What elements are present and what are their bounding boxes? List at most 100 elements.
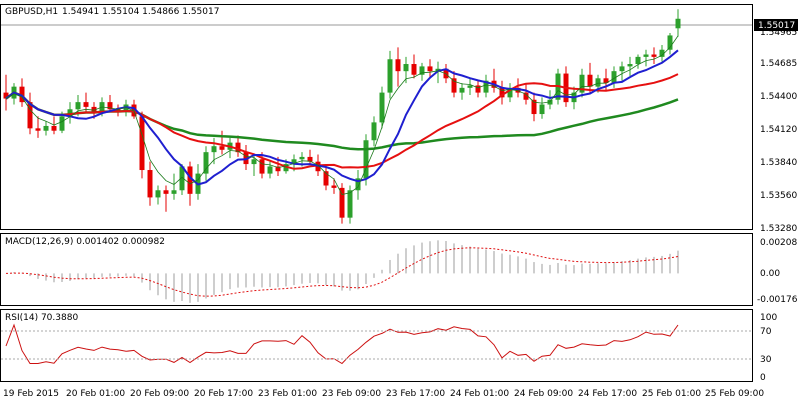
macd-signal-line (5, 247, 679, 297)
candle-body (187, 166, 193, 194)
time-axis-label: 20 Feb 17:00 (194, 389, 253, 399)
time-axis-label: 20 Feb 01:00 (66, 389, 125, 399)
candle-body (459, 87, 465, 93)
price-axis-label: 1.53280 (760, 224, 797, 234)
macd-axis-label: -0.00176 (757, 295, 798, 305)
candle-body (323, 171, 329, 186)
time-axis-label: 24 Feb 01:00 (450, 389, 509, 399)
rsi-panel[interactable] (0, 309, 753, 382)
time-axis-label: 25 Feb 09:00 (705, 389, 764, 399)
price-axis-label: 1.54120 (760, 125, 797, 135)
time-axis-label: 20 Feb 09:00 (130, 389, 189, 399)
macd-axis-label: 0.00208 (760, 238, 797, 248)
rsi-axis-label: 100 (760, 313, 777, 323)
candle-body (251, 159, 257, 165)
candle-body (211, 146, 217, 153)
candle-body (651, 54, 657, 57)
candle-body (179, 166, 185, 191)
candle-body (603, 78, 609, 84)
candle-body (67, 109, 73, 117)
moving-averages-layer (5, 35, 679, 195)
candle-body (355, 178, 361, 191)
candle-body (403, 64, 409, 72)
candle-body (339, 187, 345, 218)
candle-body (531, 99, 537, 115)
candle-body (139, 116, 145, 171)
candle-body (395, 59, 401, 72)
candle-body (643, 54, 649, 57)
candle-body (235, 142, 241, 153)
candle-body (27, 102, 33, 129)
price-axis-label: 1.53840 (760, 158, 797, 168)
rsi-axis-label: 30 (760, 355, 772, 365)
time-axis-label: 23 Feb 09:00 (322, 389, 381, 399)
candle-body (635, 56, 641, 65)
candle-body (499, 87, 505, 98)
candle-body (667, 35, 673, 50)
candles-layer (3, 9, 681, 224)
candle-body (611, 71, 617, 84)
ma-thin-line (5, 35, 679, 195)
candle-body (83, 102, 89, 107)
candle-body (35, 128, 41, 131)
candle-body (387, 59, 393, 93)
candle-body (515, 87, 521, 93)
candle-body (243, 152, 249, 165)
time-axis-label: 23 Feb 01:00 (258, 389, 317, 399)
candle-body (155, 190, 161, 198)
price-axis-label: 1.54965 (760, 28, 797, 38)
candle-body (51, 125, 57, 131)
time-axis-label: 24 Feb 17:00 (578, 389, 637, 399)
ma-fast-line (5, 49, 679, 186)
current-price-label: 1.55017 (758, 21, 795, 31)
candle-body (363, 140, 369, 179)
time-axis-label: 19 Feb 2015 (3, 389, 59, 399)
candle-body (19, 86, 25, 103)
rsi-header: RSI(14) 70.3880 (5, 313, 78, 323)
candle-body (523, 92, 529, 100)
candle-body (419, 66, 425, 75)
candle-body (267, 166, 273, 174)
price-axis-label: 1.53560 (760, 191, 797, 201)
candle-body (675, 18, 681, 29)
price-header-symbol: GBPUSD,H1 (5, 7, 58, 17)
candle-body (411, 64, 417, 75)
candle-body (291, 159, 297, 165)
candle-body (307, 156, 313, 162)
candle-body (347, 190, 353, 218)
candle-body (203, 152, 209, 174)
candle-body (475, 85, 481, 93)
rsi-line (5, 323, 679, 365)
candle-body (259, 159, 265, 174)
candle-body (627, 64, 633, 67)
candle-body (163, 190, 169, 194)
rsi-axis-label: 0 (760, 373, 766, 383)
candle-body (371, 122, 377, 141)
candle-body (579, 74, 585, 93)
candle-body (75, 102, 81, 110)
price-panel[interactable] (0, 4, 753, 230)
candle-body (147, 170, 153, 198)
rsi-axis-label: 70 (760, 327, 772, 337)
candle-body (275, 166, 281, 172)
time-axis-label: 25 Feb 01:00 (642, 389, 701, 399)
candle-body (3, 92, 9, 99)
candle-body (59, 116, 65, 131)
macd-layer (5, 240, 679, 303)
ma-mid-line (5, 73, 679, 170)
candle-body (619, 66, 625, 72)
candle-body (219, 146, 225, 150)
candle-body (659, 49, 665, 57)
macd-axis-label: 0.00 (760, 269, 780, 279)
macd-panel[interactable] (0, 233, 753, 306)
candle-body (171, 190, 177, 194)
candle-body (299, 156, 305, 160)
candle-body (107, 102, 113, 110)
price-header-ohlc: 1.54941 1.55104 1.54866 1.55017 (62, 7, 219, 17)
rsi-layer (5, 323, 679, 365)
candle-body (539, 104, 545, 115)
current-price-box (754, 19, 798, 31)
time-axis-label: 24 Feb 09:00 (514, 389, 573, 399)
candle-body (595, 78, 601, 87)
